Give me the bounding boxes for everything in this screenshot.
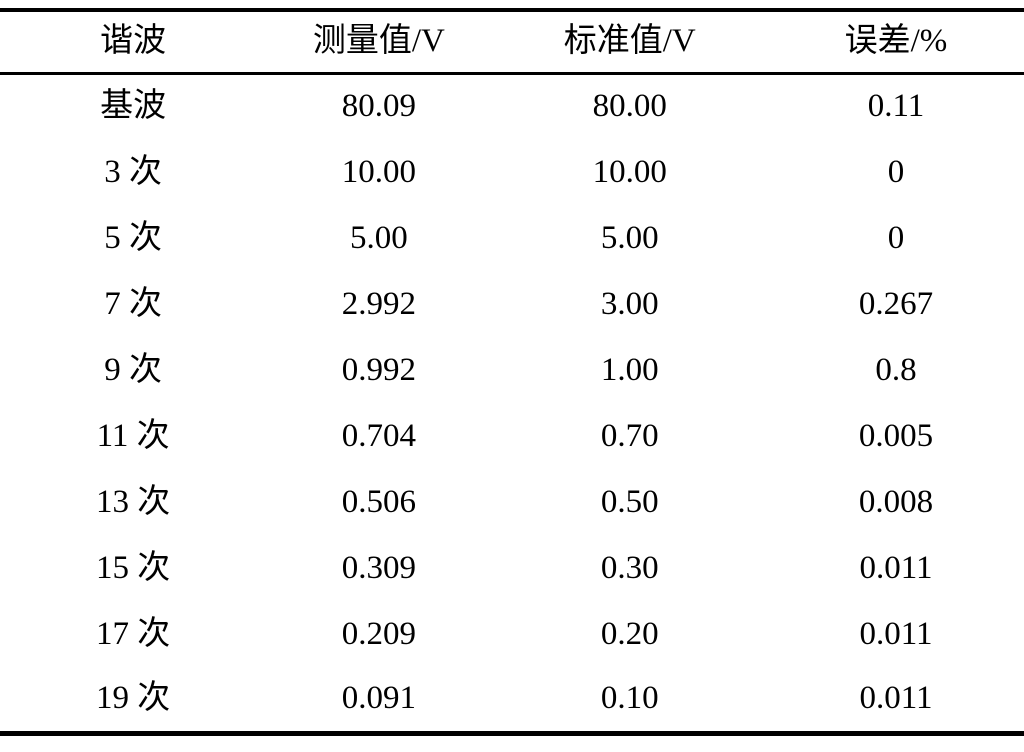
cell-standard: 10.00 xyxy=(592,153,667,190)
cell-standard: 3.00 xyxy=(600,285,659,322)
table-row: 9 次 0.992 1.00 0.8 xyxy=(0,337,1024,403)
cell-standard: 1.00 xyxy=(600,351,659,388)
column-header-error: 误差/% xyxy=(767,10,1024,75)
cell-standard: 0.20 xyxy=(600,615,659,652)
cell-harmonic: 17 次 xyxy=(95,615,171,652)
cell-standard: 0.50 xyxy=(600,483,659,520)
column-header-standard: 标准值/V xyxy=(491,10,768,75)
table-row: 基波 80.09 80.00 0.11 xyxy=(0,73,1024,139)
table-row: 19 次 0.091 0.10 0.011 xyxy=(0,667,1024,733)
cell-standard: 0.70 xyxy=(600,417,659,454)
cell-error: 0.008 xyxy=(858,483,934,520)
table-row: 7 次 2.992 3.00 0.267 xyxy=(0,271,1024,337)
cell-measured: 5.00 xyxy=(349,219,408,256)
cell-measured: 2.992 xyxy=(341,285,416,322)
table-row: 17 次 0.209 0.20 0.011 xyxy=(0,601,1024,667)
cell-error: 0.267 xyxy=(858,285,934,322)
table-header-row: 谐波 测量值/V 标准值/V 误差/% xyxy=(0,10,1024,75)
cell-harmonic: 基波 xyxy=(100,88,167,125)
table-row: 13 次 0.506 0.50 0.008 xyxy=(0,469,1024,535)
cell-error: 0.011 xyxy=(859,615,933,652)
table-body: 基波 80.09 80.00 0.11 3 次 10.00 10.00 0 5 … xyxy=(0,73,1024,733)
cell-standard: 80.00 xyxy=(592,88,667,125)
cell-error: 0.011 xyxy=(859,680,933,717)
cell-error: 0.011 xyxy=(859,549,933,586)
cell-standard: 0.10 xyxy=(600,680,659,717)
cell-error: 0.005 xyxy=(858,417,934,454)
cell-error: 0.8 xyxy=(875,351,917,388)
cell-measured: 80.09 xyxy=(341,88,416,125)
cell-harmonic: 13 次 xyxy=(95,483,171,520)
cell-measured: 0.309 xyxy=(341,549,416,586)
column-header-harmonic: 谐波 xyxy=(0,10,267,75)
cell-harmonic: 15 次 xyxy=(95,549,171,586)
harmonics-table: 谐波 测量值/V 标准值/V 误差/% 基波 80.09 80.00 0.11 … xyxy=(0,8,1024,736)
cell-harmonic: 19 次 xyxy=(95,680,171,717)
cell-measured: 0.091 xyxy=(341,680,416,717)
cell-measured: 0.992 xyxy=(341,351,416,388)
cell-harmonic: 3 次 xyxy=(104,153,162,190)
cell-standard: 0.30 xyxy=(600,549,659,586)
table-row: 3 次 10.00 10.00 0 xyxy=(0,139,1024,205)
table-row: 15 次 0.309 0.30 0.011 xyxy=(0,535,1024,601)
cell-error: 0 xyxy=(887,219,905,256)
table-row: 5 次 5.00 5.00 0 xyxy=(0,205,1024,271)
cell-measured: 0.704 xyxy=(341,417,416,454)
cell-harmonic: 7 次 xyxy=(104,285,162,322)
cell-harmonic: 9 次 xyxy=(104,351,162,388)
cell-harmonic: 11 次 xyxy=(96,417,170,454)
cell-harmonic: 5 次 xyxy=(104,219,162,256)
cell-error: 0.11 xyxy=(867,88,925,125)
column-header-measured: 测量值/V xyxy=(266,10,492,75)
table-row: 11 次 0.704 0.70 0.005 xyxy=(0,403,1024,469)
cell-measured: 0.506 xyxy=(341,483,416,520)
cell-standard: 5.00 xyxy=(600,219,659,256)
cell-error: 0 xyxy=(887,153,905,190)
cell-measured: 0.209 xyxy=(341,615,416,652)
cell-measured: 10.00 xyxy=(341,153,416,190)
